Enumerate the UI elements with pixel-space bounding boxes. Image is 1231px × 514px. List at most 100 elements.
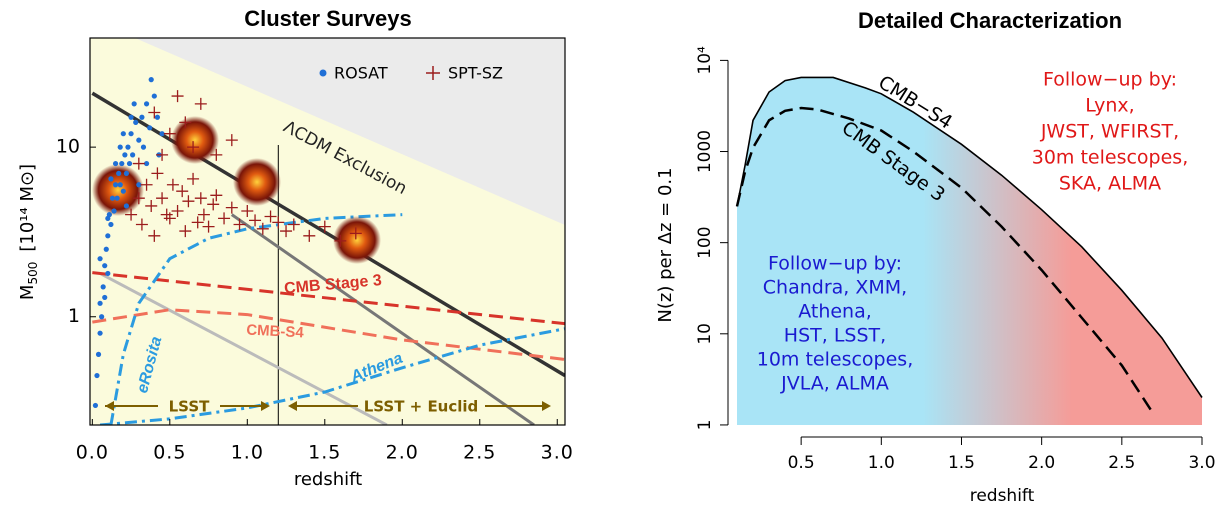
- point: [131, 101, 137, 107]
- point: [128, 131, 134, 137]
- cluster-image: [233, 158, 281, 206]
- point: [210, 189, 223, 202]
- annotation: 10m telescopes,: [757, 349, 914, 371]
- y-tick-label: 1000: [695, 130, 715, 173]
- annotation: JWST, WFIRST,: [1040, 121, 1179, 143]
- point: [94, 372, 100, 379]
- curve: [99, 327, 565, 425]
- point: [148, 229, 161, 242]
- line: [736, 76, 1203, 398]
- point: [151, 93, 157, 99]
- annotation: Follow−up by:: [1043, 69, 1177, 91]
- y-tick-label: 100: [695, 226, 715, 258]
- curve: [109, 213, 403, 425]
- point: [122, 152, 128, 158]
- point: [202, 220, 215, 233]
- point: [128, 114, 134, 120]
- point: [92, 402, 99, 409]
- annotation: LSST + Euclid: [364, 398, 479, 416]
- point: [241, 205, 254, 218]
- point: [123, 170, 130, 177]
- y-tick-label: 1: [68, 305, 80, 327]
- point: [210, 148, 223, 161]
- plot-frame: [89, 37, 566, 426]
- point: [103, 246, 109, 252]
- point: [145, 199, 158, 212]
- point: [148, 77, 154, 83]
- x-tick-label: 1.5: [948, 453, 975, 473]
- point: [102, 294, 108, 301]
- x-tick-label: 1.5: [308, 442, 341, 464]
- point: [318, 220, 331, 233]
- x-tick-label: 0.5: [788, 453, 815, 473]
- point: [111, 208, 117, 214]
- legend-marker: [319, 69, 327, 77]
- point: [119, 160, 125, 167]
- point: [108, 221, 114, 228]
- point: [334, 234, 347, 247]
- point: [143, 160, 150, 167]
- x-tick-label: 2.0: [1028, 453, 1055, 473]
- point: [139, 114, 145, 120]
- point: [123, 203, 130, 209]
- point: [112, 160, 119, 167]
- point: [116, 170, 122, 177]
- point: [117, 144, 123, 150]
- annotation: 30m telescopes,: [1032, 147, 1189, 169]
- x-tick-label: 2.5: [1108, 453, 1135, 473]
- point: [163, 127, 176, 140]
- legend-label: SPT-SZ: [448, 64, 503, 83]
- x-axis-label: redshift: [970, 486, 1035, 506]
- annotation: JVLA, ALMA: [780, 373, 889, 395]
- y-axis-label-part: 500: [26, 262, 40, 285]
- annotation: SKA, ALMA: [1059, 173, 1161, 195]
- point: [256, 222, 269, 235]
- annotation: LSST: [169, 398, 210, 416]
- curve: [99, 272, 388, 425]
- point: [156, 192, 169, 205]
- point: [143, 101, 150, 107]
- point: [112, 182, 119, 188]
- annotation: Lynx,: [1085, 95, 1134, 117]
- point: [264, 210, 277, 223]
- annotation: HST, LSST,: [784, 325, 886, 347]
- point: [120, 131, 126, 137]
- point: [166, 178, 179, 191]
- point: [187, 141, 200, 154]
- point: [151, 167, 164, 180]
- point: [218, 212, 231, 225]
- point: [233, 218, 246, 231]
- y-tick-label: 10: [56, 136, 80, 158]
- point: [102, 263, 108, 269]
- point: [179, 116, 192, 129]
- chart-title: Cluster Surveys: [244, 6, 412, 31]
- point: [171, 205, 184, 218]
- y-tick-label: 1: [695, 420, 715, 431]
- point: [225, 134, 238, 147]
- curve: [92, 271, 565, 326]
- point: [120, 188, 126, 194]
- x-tick-label: 1.0: [868, 453, 895, 473]
- point: [130, 152, 136, 158]
- point: [303, 229, 316, 242]
- point: [105, 270, 111, 277]
- point: [99, 314, 105, 320]
- point: [159, 131, 165, 137]
- curve-label: CMB-S4: [246, 321, 305, 341]
- cluster-image: [171, 116, 219, 164]
- y-axis-label: M500 [10¹⁴ M⊙]: [17, 164, 40, 300]
- point: [108, 176, 114, 182]
- point: [100, 284, 106, 290]
- point: [135, 218, 148, 231]
- point: [182, 195, 195, 208]
- point: [114, 195, 120, 201]
- point: [140, 144, 147, 150]
- x-tick-label: 3.0: [541, 442, 574, 464]
- point: [105, 233, 111, 239]
- point: [179, 225, 192, 238]
- point: [132, 192, 145, 205]
- point: [136, 182, 142, 188]
- point: [97, 330, 103, 336]
